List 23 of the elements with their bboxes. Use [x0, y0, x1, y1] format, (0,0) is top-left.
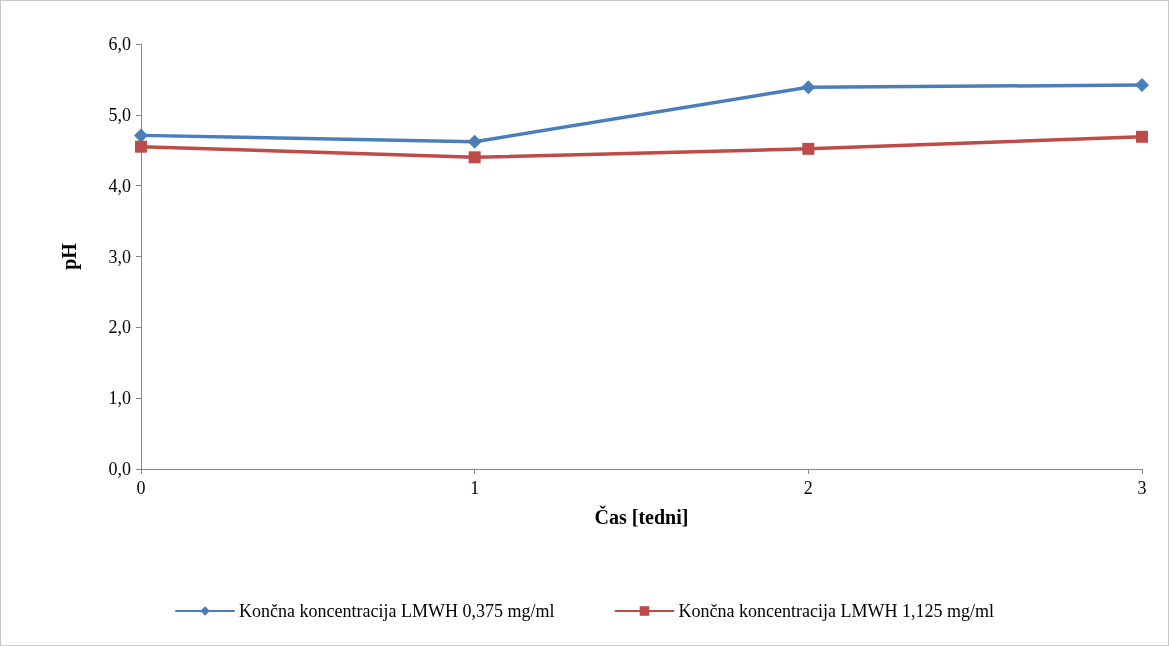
x-tick-label: 1	[470, 478, 480, 498]
y-tick-label: 0,0	[108, 459, 131, 479]
y-tick-label: 1,0	[108, 388, 131, 409]
y-tick-label: 6,0	[108, 34, 131, 54]
y-tick-label: 3,0	[108, 246, 131, 267]
legend-label: Končna koncentracija LMWH 1,125 mg/ml	[678, 601, 994, 621]
point	[1135, 78, 1149, 93]
point	[135, 140, 147, 153]
point	[467, 134, 482, 149]
point	[134, 128, 148, 143]
point	[802, 142, 815, 155]
point	[801, 80, 816, 95]
y-tick-label: 2,0	[108, 317, 131, 338]
x-tick-label: 2	[803, 478, 813, 498]
y-tick-label: 5,0	[108, 104, 131, 125]
point	[468, 151, 481, 164]
y-tick-label: 4,0	[108, 175, 131, 196]
legend-label: Končna koncentracija LMWH 0,375 mg/ml	[239, 601, 555, 621]
x-tick-label: 3	[1137, 478, 1147, 498]
y-axis-title: pH	[58, 242, 81, 270]
x-tick-label: 0	[136, 478, 146, 498]
point	[1136, 130, 1148, 143]
x-axis-title: Čas [tedni]	[594, 505, 689, 528]
